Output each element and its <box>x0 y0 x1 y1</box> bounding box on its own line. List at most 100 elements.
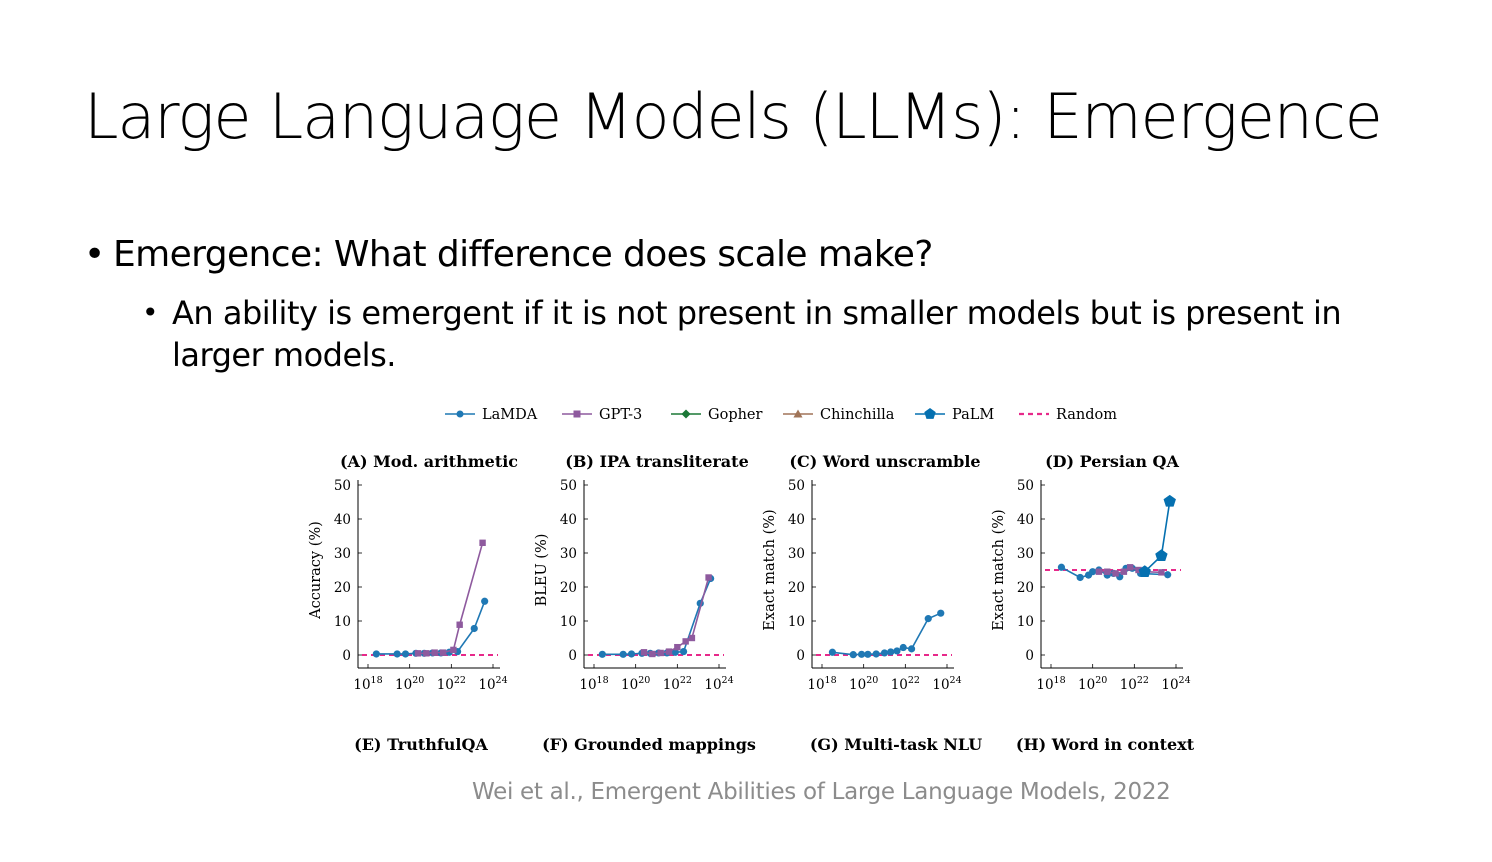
x-tick-label: 1018 <box>579 675 608 693</box>
data-point <box>1126 564 1134 571</box>
data-point <box>887 648 895 656</box>
y-tick-label: 30 <box>788 546 805 562</box>
y-tick-label: 10 <box>788 614 805 630</box>
legend-marker <box>681 409 691 419</box>
y-tick-label: 20 <box>560 580 577 596</box>
data-point <box>414 650 422 657</box>
chart-title: (D) Persian QA <box>1045 452 1179 471</box>
data-point <box>627 650 636 658</box>
y-tick-label: 40 <box>788 512 805 528</box>
x-tick-label: 1018 <box>1036 675 1065 693</box>
data-point <box>1076 573 1084 582</box>
y-tick-label: 10 <box>1017 614 1034 630</box>
x-tick-label: 1018 <box>353 675 382 693</box>
data-point <box>481 597 489 605</box>
series-lamda <box>372 597 489 658</box>
data-point <box>431 649 438 656</box>
panel-caption: (E) TruthfulQA <box>354 735 488 754</box>
x-tick-label: 1022 <box>437 675 466 693</box>
chart-title: (C) Word unscramble <box>789 452 980 471</box>
data-point <box>1135 566 1142 574</box>
y-tick-label: 20 <box>788 580 805 596</box>
series-gpt-3 <box>640 574 712 658</box>
legend-item-palm: PaLM <box>915 407 994 423</box>
data-point <box>1163 494 1176 507</box>
y-tick-label: 10 <box>334 614 351 630</box>
series-line <box>418 542 484 655</box>
legend-item-chinchilla: Chinchilla <box>783 407 895 423</box>
x-tick-label: 1024 <box>932 675 961 693</box>
data-point <box>470 624 478 633</box>
x-tick-label: 1022 <box>663 675 692 693</box>
y-tick-label: 30 <box>1017 546 1034 562</box>
series-line <box>832 612 942 656</box>
x-tick-label: 1024 <box>1161 675 1190 693</box>
data-point <box>1112 570 1119 577</box>
y-tick-label: 40 <box>334 512 351 528</box>
bullet-dot: • <box>84 234 105 275</box>
data-point <box>456 621 463 628</box>
data-point <box>479 539 486 546</box>
x-tick-label: 1020 <box>395 675 424 693</box>
y-tick-label: 0 <box>1025 648 1034 664</box>
y-tick-label: 50 <box>334 478 351 494</box>
legend-item-lamda: LaMDA <box>445 407 538 423</box>
x-tick-label: 1022 <box>891 675 920 693</box>
x-tick-label: 1024 <box>704 675 733 693</box>
data-point <box>401 650 410 658</box>
slide-title: Large Language Models (LLMs): Emergence <box>84 80 1383 153</box>
data-point <box>665 648 673 655</box>
y-axis-label: BLEU (%) <box>534 534 550 607</box>
y-axis-label: Exact match (%) <box>991 509 1007 630</box>
data-point <box>849 651 857 659</box>
data-point <box>857 650 866 658</box>
x-tick-label: 1024 <box>478 675 507 693</box>
data-point <box>937 609 945 617</box>
legend-label: LaMDA <box>482 407 538 423</box>
x-tick-label: 1020 <box>1078 675 1107 693</box>
y-tick-label: 50 <box>788 478 805 494</box>
data-point <box>598 650 606 658</box>
data-point <box>864 650 872 658</box>
y-tick-label: 30 <box>560 546 577 562</box>
data-point <box>899 643 907 652</box>
data-point <box>1120 568 1128 575</box>
data-point <box>1104 568 1111 575</box>
data-point <box>679 648 688 656</box>
series-line <box>602 578 712 656</box>
chart-title: (A) Mod. arithmetic <box>340 452 518 471</box>
legend-item-gopher: Gopher <box>671 407 763 423</box>
data-point <box>423 650 430 657</box>
x-tick-label: 1020 <box>849 675 878 693</box>
y-tick-label: 20 <box>1017 580 1034 596</box>
data-point <box>1138 565 1151 577</box>
data-point <box>1155 549 1168 561</box>
citation: Wei et al., Emergent Abilities of Large … <box>472 779 1171 805</box>
series-palm <box>1138 494 1176 577</box>
series-lamda <box>598 574 715 658</box>
panel-caption: (F) Grounded mappings <box>542 735 756 754</box>
data-point <box>372 650 380 658</box>
panel-caption: (G) Multi-task NLU <box>810 735 982 754</box>
legend-marker <box>924 408 936 419</box>
data-point <box>439 649 447 656</box>
legend-marker <box>793 409 803 418</box>
y-tick-label: 0 <box>796 648 805 664</box>
y-tick-label: 0 <box>568 648 577 664</box>
data-point <box>907 645 916 653</box>
legend-marker <box>573 410 581 418</box>
legend-label: PaLM <box>952 407 994 423</box>
data-point <box>393 650 401 658</box>
y-tick-label: 30 <box>334 546 351 562</box>
series-line <box>1144 501 1171 573</box>
y-tick-label: 50 <box>560 478 577 494</box>
x-tick-label: 1022 <box>1120 675 1149 693</box>
data-point <box>688 634 696 642</box>
y-tick-label: 20 <box>334 580 351 596</box>
data-point <box>1057 563 1066 571</box>
